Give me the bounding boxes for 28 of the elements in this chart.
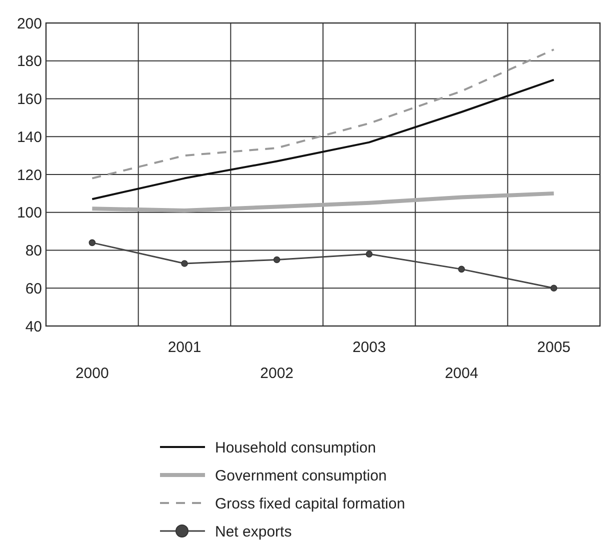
legend-label: Net exports <box>215 523 292 540</box>
x-tick-label: 2000 <box>75 365 109 382</box>
x-tick-label: 2004 <box>444 365 478 382</box>
y-tick-label: 180 <box>16 53 42 70</box>
point <box>88 239 96 246</box>
x-tick-label: 2001 <box>168 339 202 356</box>
y-tick-label: 140 <box>16 128 42 146</box>
y-tick-label: 80 <box>25 242 42 260</box>
x-tick-label: 2003 <box>352 339 386 356</box>
line-series <box>91 78 555 200</box>
point <box>458 266 465 273</box>
y-tick-label: 100 <box>16 204 42 222</box>
point <box>181 260 188 267</box>
legend-label: Gross fixed capital formation <box>215 495 406 512</box>
y-tick-label: 40 <box>25 318 42 336</box>
point <box>366 250 373 258</box>
point <box>273 256 280 264</box>
point <box>550 284 558 292</box>
y-tick-label: 200 <box>16 15 42 32</box>
legend-label: Household consumption <box>215 439 376 456</box>
y-tick-label: 60 <box>25 280 42 298</box>
line-series <box>91 48 555 180</box>
y-tick-label: 120 <box>16 166 42 184</box>
x-tick-label: 2005 <box>537 339 571 356</box>
legend-label: Government consumption <box>215 467 387 484</box>
line-series <box>90 191 556 212</box>
y-tick-label: 160 <box>16 91 42 108</box>
x-tick-label: 2002 <box>260 365 294 382</box>
